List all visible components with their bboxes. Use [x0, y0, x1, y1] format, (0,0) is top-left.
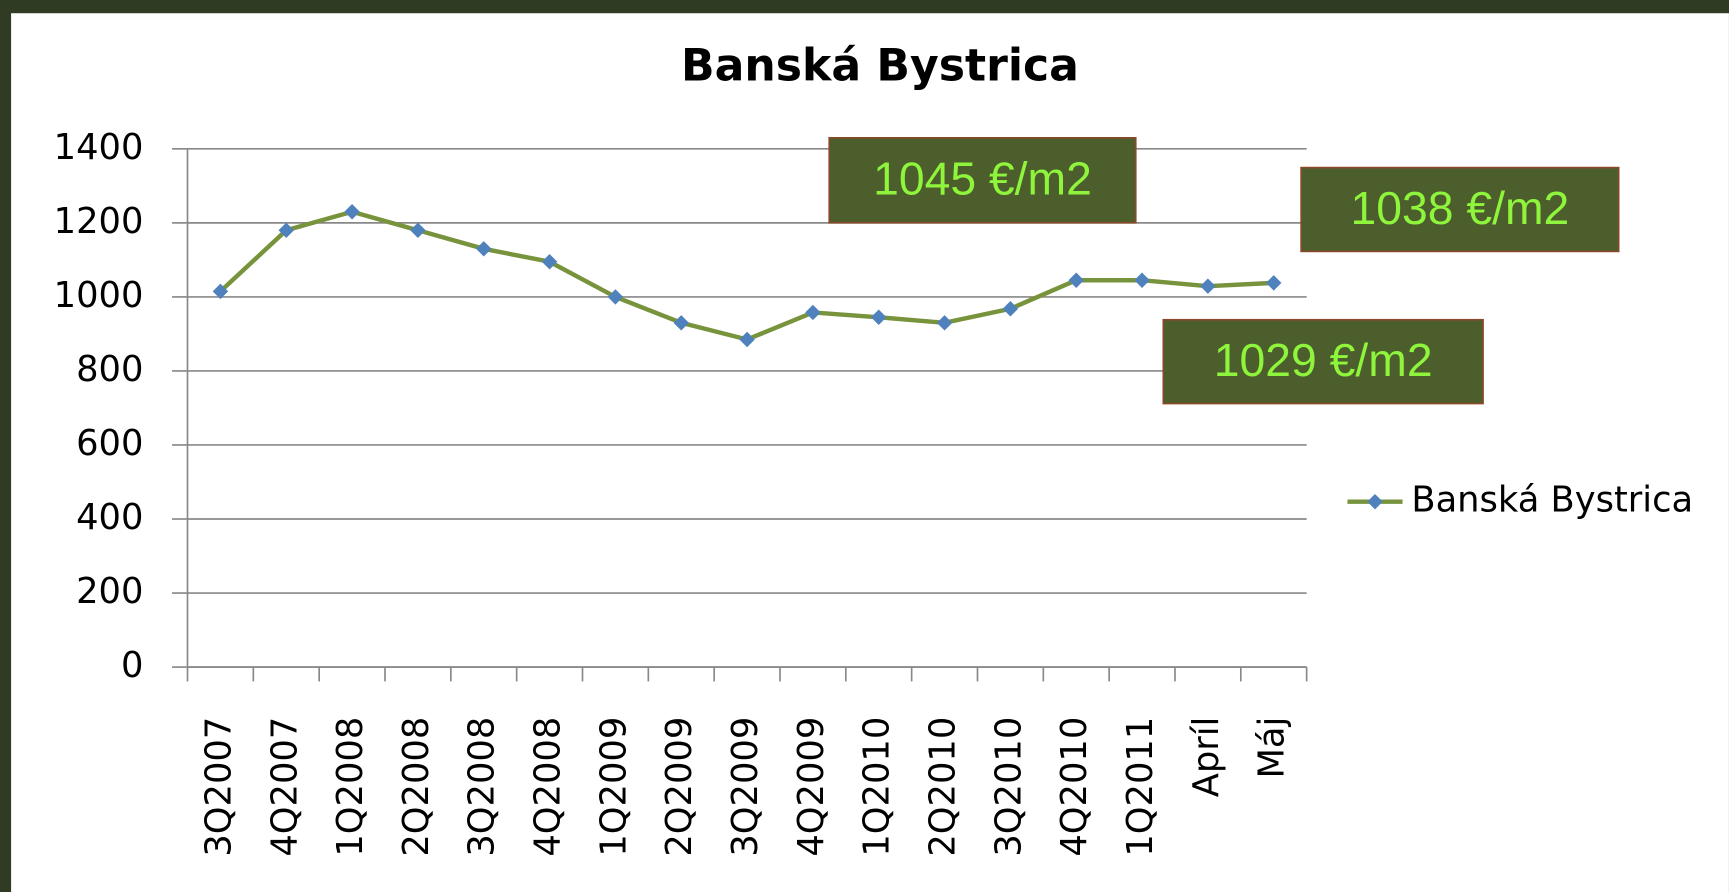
annotation-text: 1038 €/m2 — [1351, 182, 1570, 234]
annotation-box — [1300, 166, 1620, 253]
x-tick-label: 2Q2010 — [923, 717, 964, 857]
data-point — [1200, 278, 1216, 294]
legend-marker — [1367, 493, 1383, 510]
x-tick-label: 1Q2010 — [857, 717, 898, 857]
x-tick-label: 2Q2008 — [396, 717, 437, 857]
x-tick-label: 1Q2008 — [330, 717, 371, 857]
y-tick-label: 600 — [76, 423, 143, 464]
x-tick-label: 4Q2007 — [264, 717, 305, 857]
data-point — [1266, 275, 1282, 291]
annotation-box — [1162, 318, 1484, 405]
legend-label: Banská Bystrica — [1411, 480, 1693, 521]
data-point — [1134, 272, 1150, 288]
x-tick-label: 4Q2009 — [791, 717, 832, 857]
y-tick-label: 1400 — [54, 127, 144, 168]
x-tick-label: 1Q2009 — [593, 717, 634, 857]
x-tick-label: 1Q2011 — [1120, 717, 1161, 857]
y-tick-label: 200 — [76, 571, 143, 612]
x-tick-label: 4Q2010 — [1054, 717, 1095, 857]
data-point — [1068, 272, 1084, 288]
x-tick-label: Máj — [1252, 717, 1293, 779]
y-tick-label: 400 — [76, 497, 143, 538]
y-tick-label: 800 — [76, 349, 143, 390]
y-tick-label: 1000 — [54, 275, 144, 316]
x-tick-label: 3Q2008 — [462, 717, 503, 857]
data-point — [871, 309, 887, 325]
y-tick-label: 0 — [121, 645, 143, 686]
x-tick-label: Apríl — [1186, 717, 1227, 798]
x-tick-label: 3Q2009 — [725, 717, 766, 857]
x-tick-label: 3Q2010 — [988, 717, 1029, 857]
data-point — [476, 241, 492, 257]
data-point — [936, 315, 953, 331]
x-tick-label: 4Q2008 — [528, 717, 569, 857]
x-tick-label: 3Q2007 — [198, 717, 239, 857]
annotation-text: 1045 €/m2 — [873, 153, 1092, 205]
data-point — [278, 222, 294, 239]
data-point — [410, 222, 426, 239]
annotation-text: 1029 €/m2 — [1214, 334, 1433, 386]
chart-title: Banská Bystrica — [681, 40, 1079, 91]
y-tick-label: 1200 — [54, 201, 144, 242]
data-point — [673, 315, 689, 331]
data-point — [805, 304, 821, 321]
annotation-box — [828, 136, 1137, 224]
x-tick-label: 2Q2009 — [659, 717, 700, 857]
